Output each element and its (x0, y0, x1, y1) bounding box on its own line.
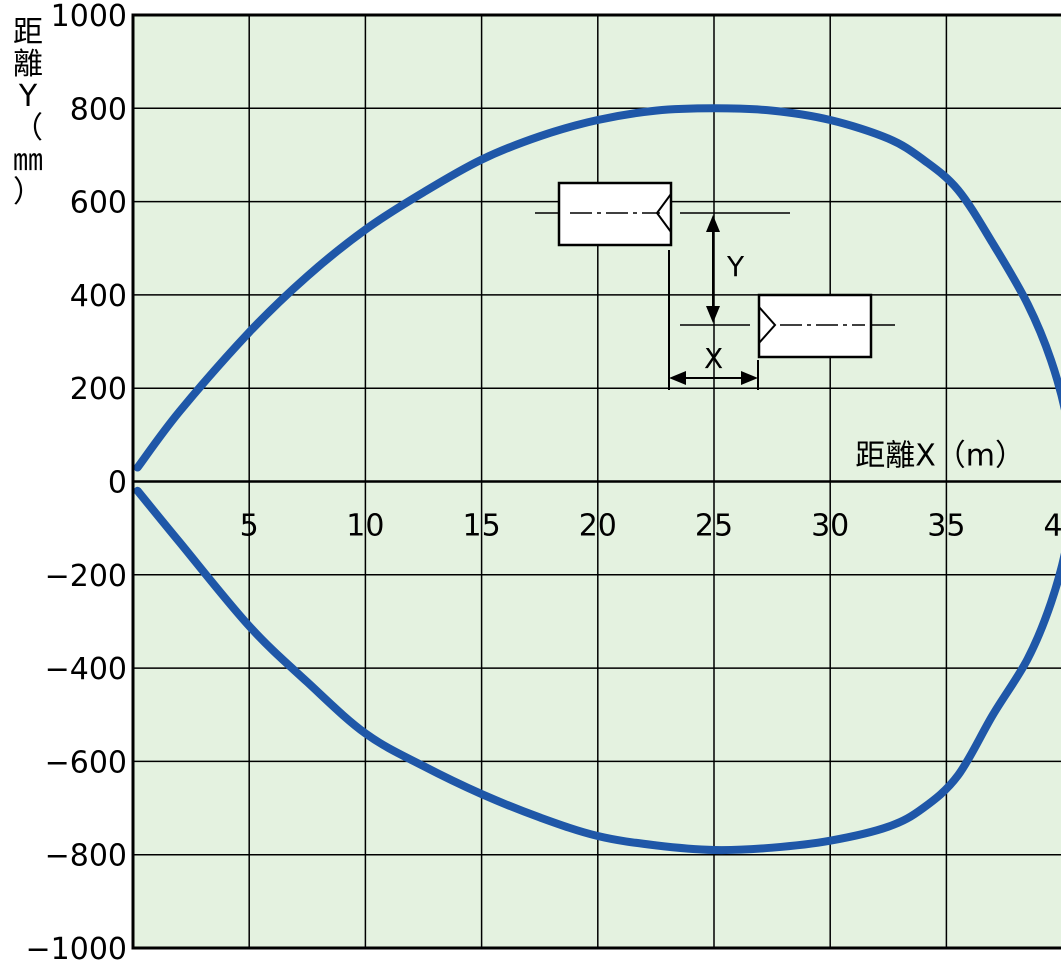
x-tick-label: 30 (811, 509, 849, 544)
arrowhead-left-icon (669, 371, 686, 385)
y-axis-title-char: （ (13, 111, 43, 146)
y-axis-title-char: 離 (13, 47, 43, 82)
x-tick-label: 40 (1044, 509, 1061, 544)
arrowhead-right-icon (741, 371, 758, 385)
y-tick-label: −800 (45, 839, 127, 874)
y-tick-label: 600 (70, 186, 127, 221)
emitter-box (557, 181, 673, 247)
y-axis-title-char: 距 (13, 15, 43, 50)
y-axis-title-char: ） (13, 175, 43, 210)
x-tick-labels: 5 10 15 20 25 30 35 40 (240, 509, 1061, 544)
x-tick-label: 20 (579, 509, 617, 544)
y-tick-label: 400 (70, 279, 127, 314)
x-tick-label: 35 (927, 509, 965, 544)
x-tick-label: 25 (695, 509, 733, 544)
y-tick-label: 200 (70, 372, 127, 407)
receiver-box (757, 293, 873, 359)
y-tick-label: −400 (45, 652, 127, 687)
arrowhead-up-icon (706, 215, 720, 232)
x-axis-title: 距離X（m） (855, 439, 1025, 474)
plot-frame (131, 13, 1061, 950)
diagram-y-label: Y (726, 250, 745, 283)
y-tick-label: 1000 (51, 0, 127, 34)
y-tick-labels: 1000 800 600 400 200 0 −200 −400 −600 −800 −1000 (26, 0, 127, 967)
emitter-lens-icon (655, 193, 672, 233)
y-tick-label: −200 (45, 559, 127, 594)
y-axis-title: 距離Y（㎜） (13, 15, 43, 210)
x-tick-label: 5 (240, 509, 259, 544)
receiver-lens-icon (758, 306, 777, 344)
y-axis-title-char: Y (18, 79, 38, 114)
diagram-x-label: X (704, 342, 723, 375)
detection-range-curve (133, 104, 1061, 855)
y-tick-label: −1000 (26, 932, 127, 967)
arrowhead-down-icon (706, 306, 720, 323)
y-tick-label: −600 (45, 745, 127, 780)
y-axis-title-char: ㎜ (13, 143, 43, 178)
y-tick-label: 0 (108, 466, 127, 501)
x-tick-label: 10 (346, 509, 384, 544)
offset-diagram: Y X (535, 181, 895, 390)
x-tick-label: 15 (463, 509, 501, 544)
y-tick-label: 800 (70, 92, 127, 127)
